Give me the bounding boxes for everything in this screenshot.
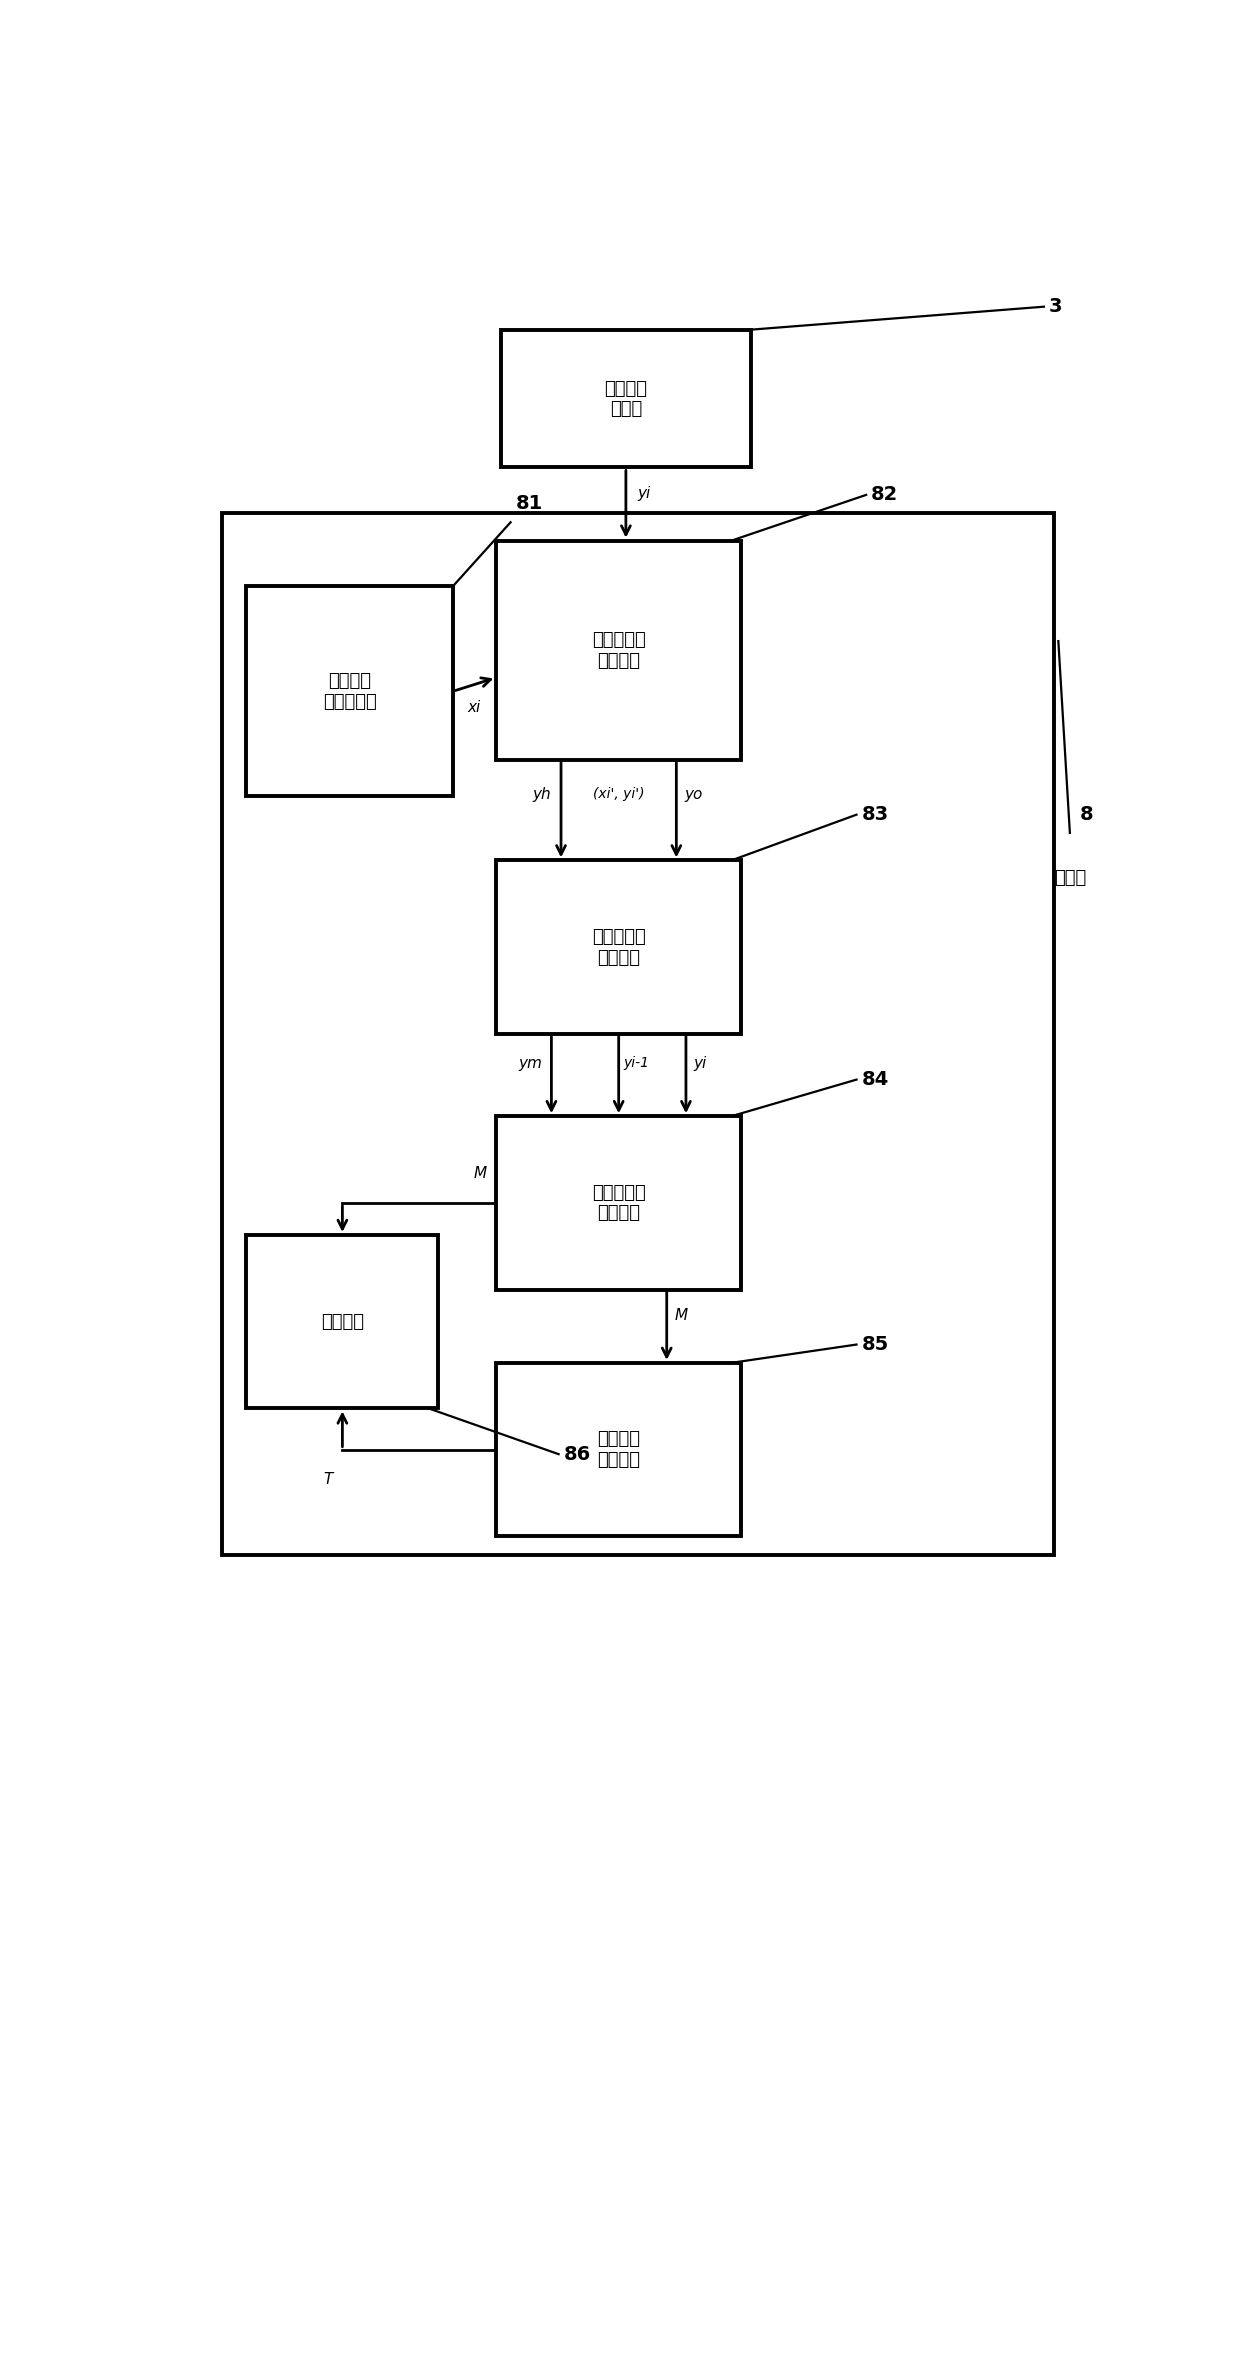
Text: xi: xi [467, 700, 481, 714]
Text: yi: yi [637, 486, 651, 501]
Text: 工控机: 工控机 [1054, 869, 1086, 888]
Text: M: M [474, 1165, 486, 1182]
Text: 采集数量
位置传感器: 采集数量 位置传感器 [322, 672, 377, 712]
Bar [496, 541, 742, 759]
Text: 84: 84 [862, 1070, 889, 1089]
Text: 81: 81 [516, 494, 543, 513]
Text: yi: yi [693, 1056, 707, 1070]
Text: 85: 85 [862, 1336, 889, 1355]
Text: 82: 82 [870, 486, 898, 505]
Text: T: T [324, 1471, 332, 1485]
Bar [496, 861, 742, 1035]
Text: 参考物重量
计算模块: 参考物重量 计算模块 [591, 1184, 646, 1222]
Text: yi-1: yi-1 [624, 1056, 650, 1070]
Text: 参考物检测
识别模块: 参考物检测 识别模块 [591, 631, 646, 669]
Text: 3: 3 [1049, 297, 1063, 316]
Text: yh: yh [533, 788, 552, 802]
Text: 参考物位置
计算模块: 参考物位置 计算模块 [591, 928, 646, 966]
Text: ym: ym [518, 1056, 542, 1070]
Bar [501, 330, 750, 467]
Text: 重量控制
执行模块: 重量控制 执行模块 [598, 1431, 640, 1469]
Text: M: M [675, 1308, 687, 1324]
Text: (xi', yi'): (xi', yi') [593, 788, 645, 802]
Text: 86: 86 [563, 1445, 590, 1464]
Text: 83: 83 [862, 804, 888, 823]
Text: 8: 8 [1080, 804, 1094, 823]
Bar [496, 1115, 742, 1291]
Text: yo: yo [684, 788, 702, 802]
Text: 人机界面: 人机界面 [321, 1312, 363, 1331]
Bar [222, 513, 1054, 1554]
Text: 图像采集
传感器: 图像采集 传感器 [604, 380, 647, 418]
Bar [247, 586, 453, 797]
Bar [496, 1362, 742, 1535]
Bar [247, 1234, 439, 1410]
